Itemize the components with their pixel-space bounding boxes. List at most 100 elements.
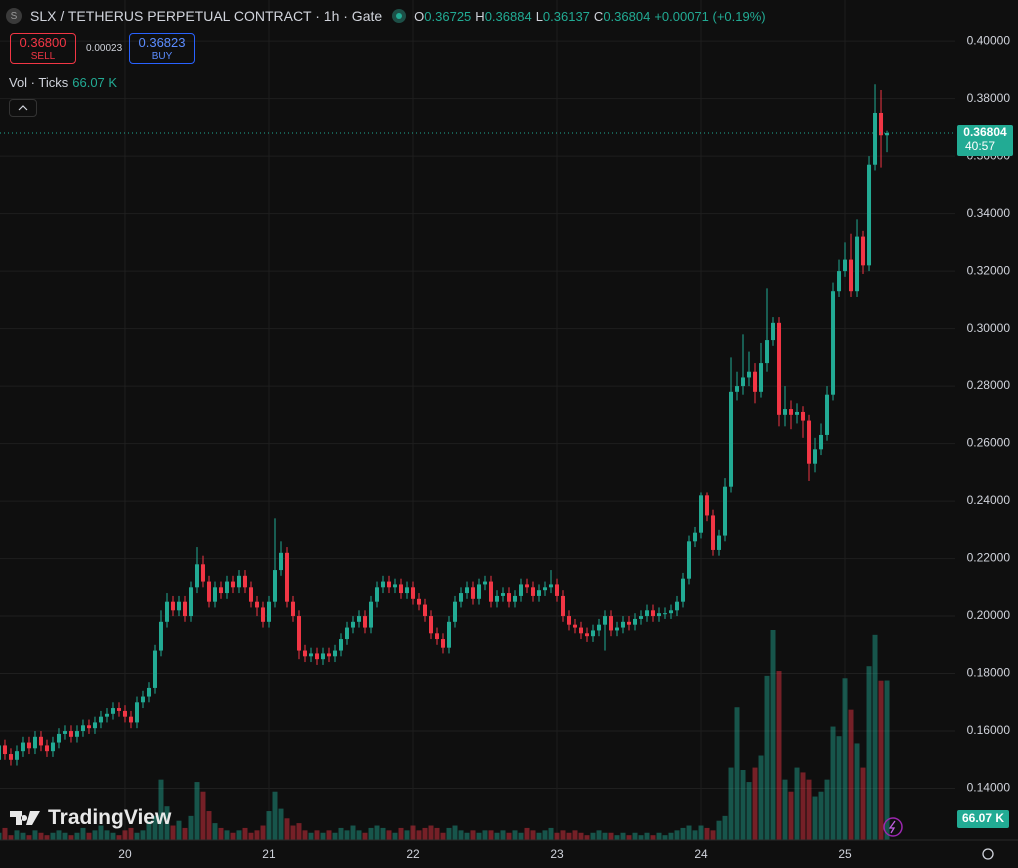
volume-bar <box>326 830 332 840</box>
volume-legend-label: Vol · Ticks <box>9 75 69 90</box>
candle-body <box>609 616 614 631</box>
x-tick-label: 25 <box>838 847 852 861</box>
ohlc-value: 0.36725 <box>424 8 472 24</box>
candle-body <box>74 731 79 737</box>
volume-bar <box>506 832 512 840</box>
volume-bar <box>170 825 176 840</box>
candle-body <box>675 601 680 611</box>
candle-body <box>20 742 25 752</box>
candle-body <box>477 584 482 599</box>
candle-body <box>158 621 163 651</box>
candle-body <box>164 601 169 622</box>
volume-bar <box>392 832 398 840</box>
candle-body <box>44 745 49 752</box>
y-tick-label: 0.26000 <box>967 436 1011 450</box>
candle-body <box>302 650 307 657</box>
volume-bar <box>38 832 44 840</box>
candle-body <box>525 584 530 588</box>
y-tick-label: 0.14000 <box>967 781 1011 795</box>
volume-bar <box>74 832 80 840</box>
volume-bar <box>260 825 266 840</box>
buy-button[interactable]: 0.36823 BUY <box>129 33 195 64</box>
volume-bar <box>782 779 788 840</box>
last-price-box <box>957 124 1013 156</box>
volume-bar <box>368 827 374 840</box>
candle-body <box>122 710 127 717</box>
candle-body <box>362 616 367 628</box>
candle-body <box>392 584 397 588</box>
candle-body <box>344 627 349 640</box>
candle-body <box>62 731 67 734</box>
y-tick-label: 0.30000 <box>967 321 1011 335</box>
candle-body <box>669 610 674 614</box>
candle-body <box>861 236 866 266</box>
candle-body <box>446 621 451 648</box>
volume-bar <box>548 827 554 840</box>
candle-body <box>837 271 842 292</box>
candle-body <box>116 708 121 711</box>
volume-bar <box>308 832 314 840</box>
candle-body <box>795 411 800 415</box>
candle-body <box>170 601 175 611</box>
candle-body <box>567 616 572 625</box>
ohlc-letter: L <box>535 8 543 24</box>
volume-bar <box>0 832 2 840</box>
collapse-button[interactable] <box>9 99 37 117</box>
volume-bar <box>242 827 248 840</box>
candle-body <box>663 613 668 615</box>
volume-bar <box>230 832 236 840</box>
symbol-title[interactable]: SLX / TETHERUS PERPETUAL CONTRACT · 1h ·… <box>30 8 383 24</box>
candle-body <box>753 371 758 392</box>
candle-body <box>843 259 848 272</box>
volume-bar <box>626 835 632 840</box>
candle-body <box>651 610 656 617</box>
volume-bar <box>692 830 698 840</box>
volume-bar <box>278 808 284 840</box>
candle-body <box>272 570 277 602</box>
volume-bar <box>374 825 380 840</box>
x-tick-label: 23 <box>550 847 564 861</box>
volume-bar <box>332 832 338 840</box>
price-change: +0.00071 (+0.19%) <box>654 8 766 24</box>
volume-bar <box>614 835 620 840</box>
volume-bar <box>422 827 428 840</box>
candle-body <box>368 601 373 628</box>
x-tick-label: 20 <box>118 847 132 861</box>
candle-body <box>290 601 295 617</box>
candle-body <box>849 259 854 292</box>
volume-bar <box>608 832 614 840</box>
candle-body <box>519 584 524 596</box>
ohlc-value: 0.36804 <box>603 8 651 24</box>
volume-bar <box>554 832 560 840</box>
volume-bar <box>200 791 206 840</box>
y-tick-label: 0.28000 <box>967 378 1011 392</box>
candle-body <box>266 601 271 622</box>
volume-bar <box>26 835 32 840</box>
brand-logo <box>10 811 40 825</box>
candle-body <box>56 733 61 743</box>
candle-body <box>470 587 475 599</box>
ohlc-letter: H <box>475 8 485 24</box>
volume-bar <box>68 835 74 840</box>
alert-bolt <box>888 820 896 834</box>
volume-bar <box>830 726 836 840</box>
volume-bar <box>434 827 440 840</box>
candle-body <box>92 722 97 729</box>
candle-body <box>543 587 548 591</box>
candle-body <box>747 371 752 378</box>
brand-name: TradingView <box>48 806 172 829</box>
candle-body <box>513 595 518 602</box>
sell-button[interactable]: 0.36800 SELL <box>10 33 76 64</box>
volume-bar <box>806 779 812 840</box>
volume-bar <box>266 811 272 840</box>
ohlc-low: L0.36137 <box>536 9 590 24</box>
y-tick-label: 0.34000 <box>967 206 1011 220</box>
candle-body <box>873 112 878 165</box>
candle-body <box>206 581 211 602</box>
volume-bar <box>320 832 326 840</box>
volume-bar <box>854 743 860 840</box>
candle-body <box>110 708 115 714</box>
candle-body <box>597 624 602 631</box>
volume-bar <box>122 830 128 840</box>
volume-bar <box>284 818 290 840</box>
